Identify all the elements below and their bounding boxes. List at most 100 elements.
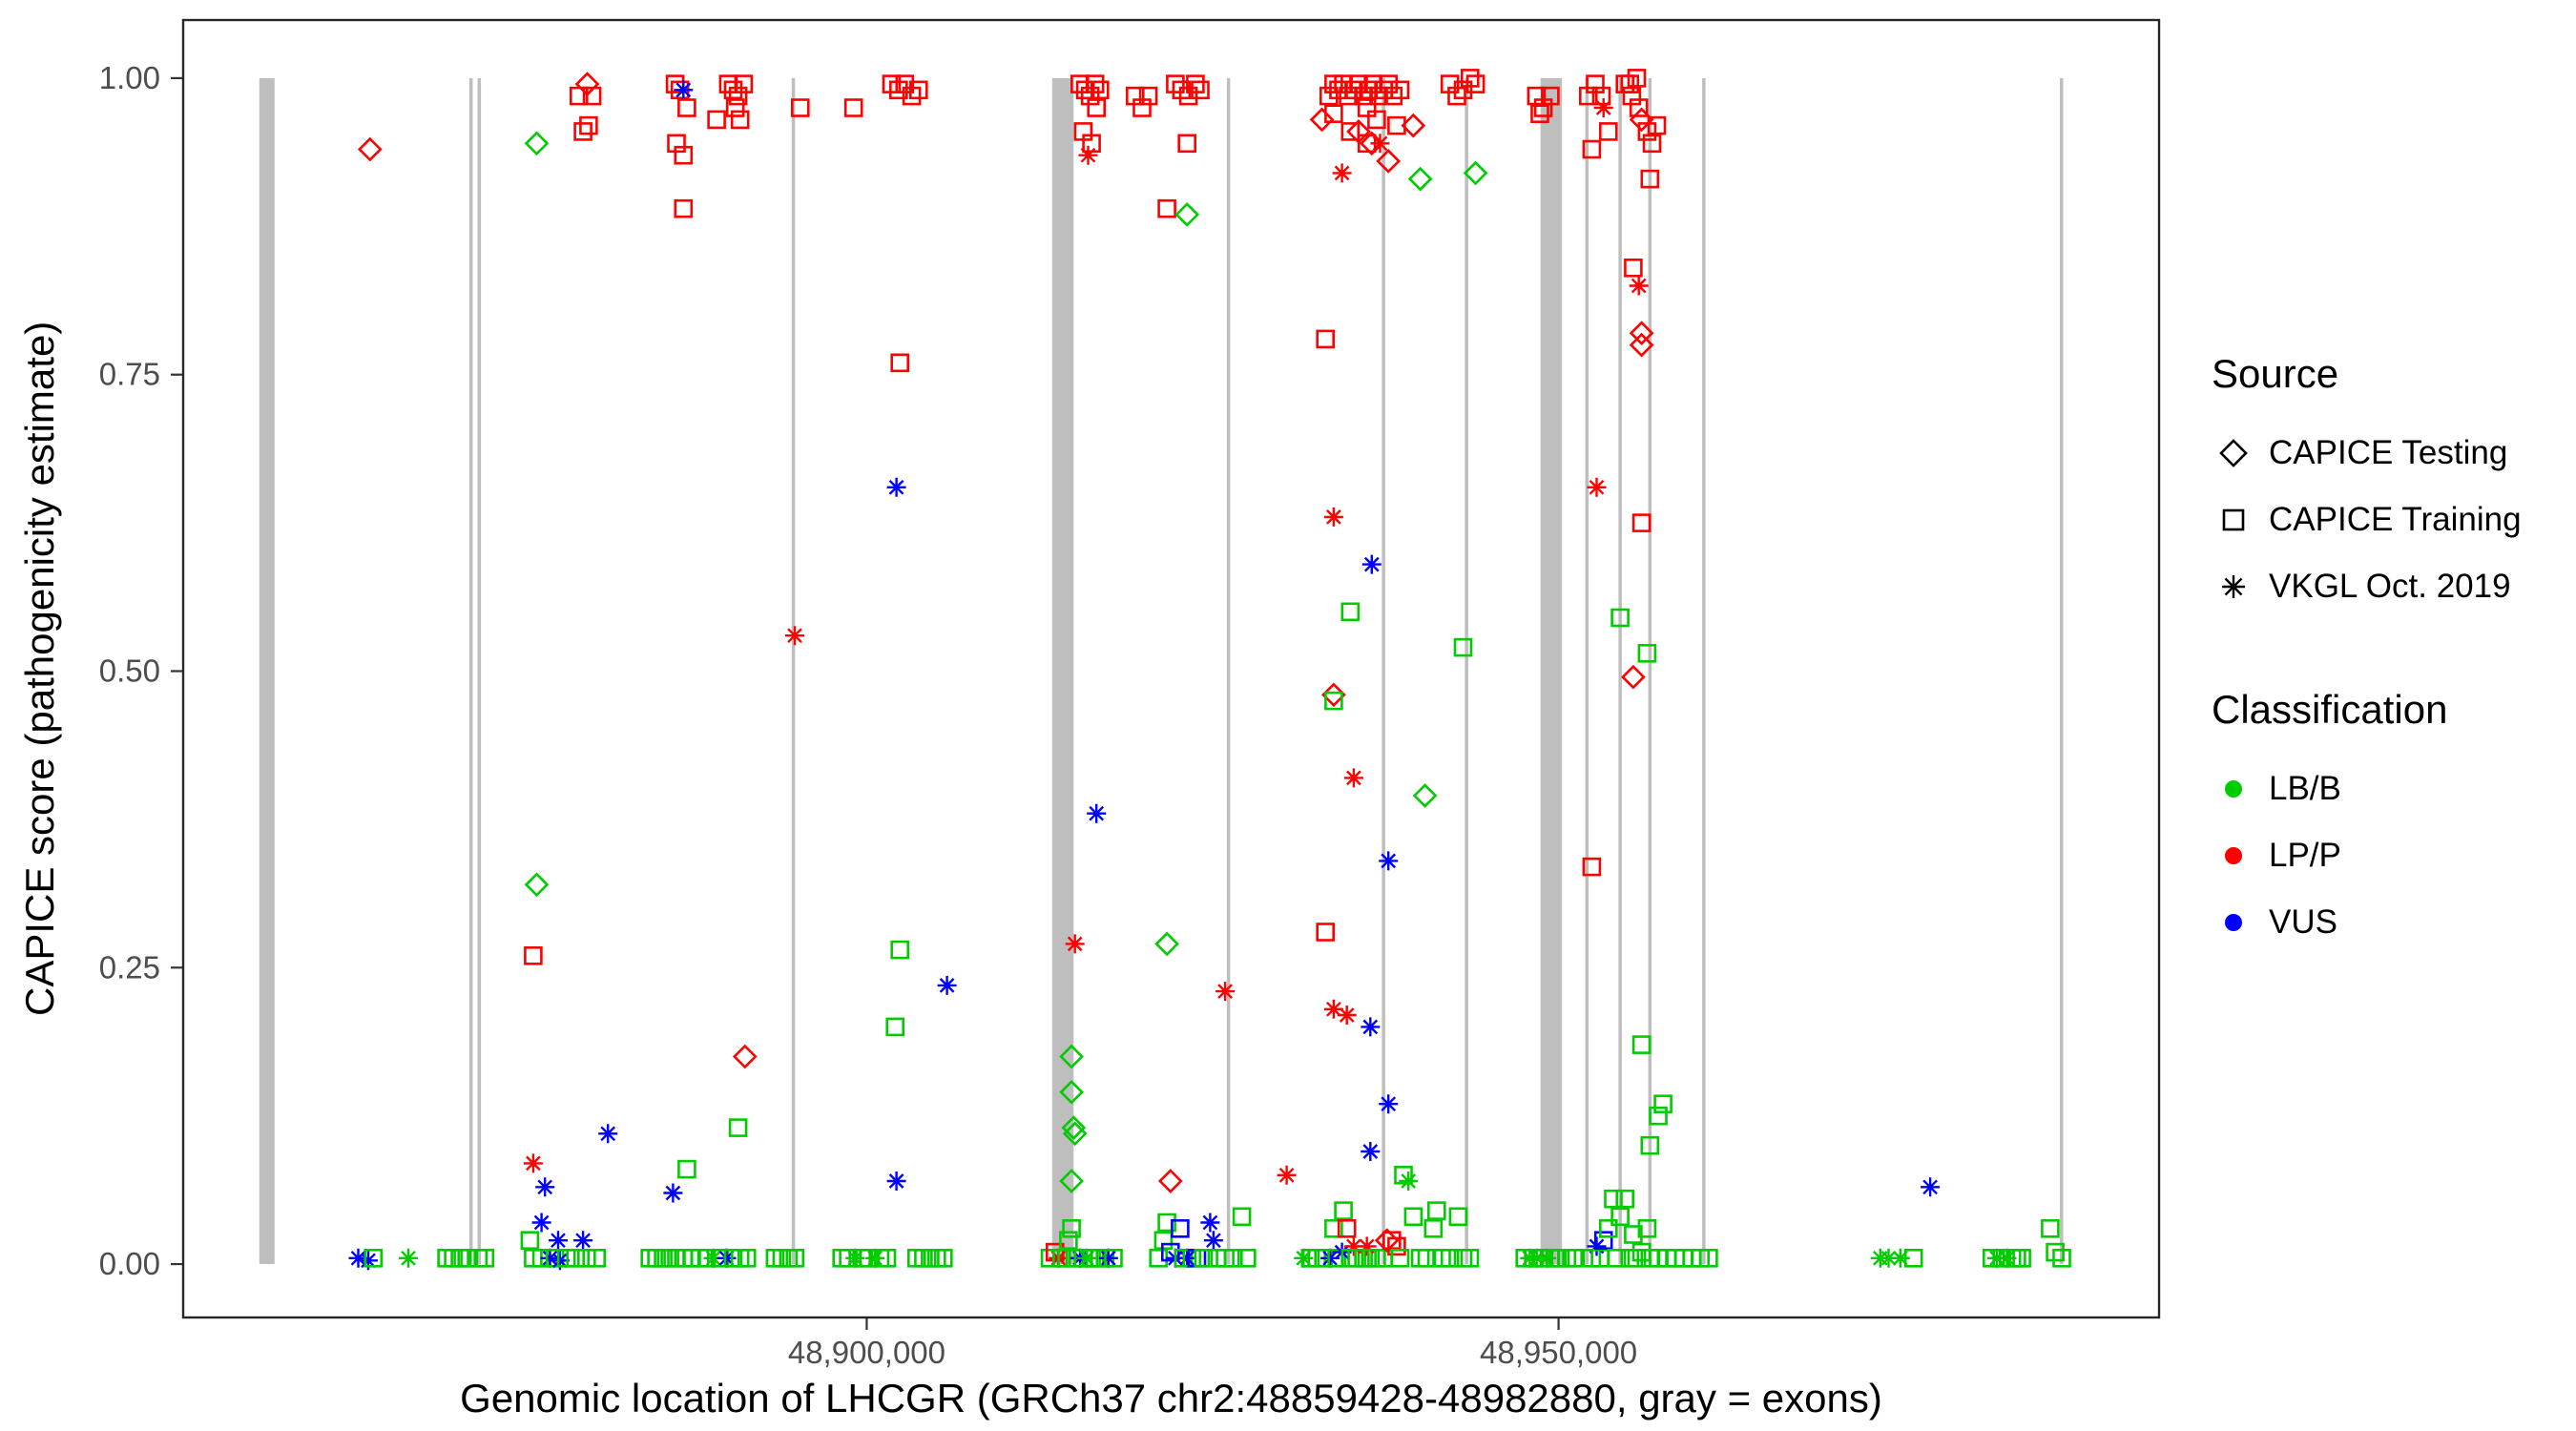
data-point	[1078, 145, 1098, 165]
data-point	[1541, 86, 1560, 106]
data-point	[1149, 1249, 1168, 1268]
x-axis-title: Genomic location of LHCGR (GRCh37 chr2:4…	[460, 1376, 1882, 1421]
data-point	[1607, 1249, 1627, 1268]
data-point	[1387, 115, 1406, 135]
data-point	[1587, 1236, 1607, 1256]
data-point	[1903, 1249, 1923, 1268]
exon-bar	[1381, 77, 1385, 1264]
data-point	[1237, 1249, 1257, 1268]
data-point	[457, 1249, 477, 1268]
data-point	[1344, 80, 1363, 100]
data-point	[531, 1213, 551, 1233]
data-point	[1157, 1169, 1183, 1193]
legend: Source CAPICE Testing CAPICE Training VK…	[2212, 351, 2572, 967]
data-point	[728, 86, 748, 106]
data-point	[1059, 1044, 1084, 1069]
data-point	[1343, 1236, 1363, 1256]
data-point	[1599, 1219, 1618, 1238]
data-point	[723, 80, 743, 100]
data-point	[520, 1231, 540, 1250]
data-point	[1172, 80, 1192, 100]
exon-bar	[1226, 77, 1231, 1264]
data-point	[1879, 1248, 1899, 1268]
data-point	[1138, 86, 1158, 106]
data-point	[1383, 86, 1403, 106]
data-point	[2046, 1242, 2065, 1262]
data-point	[1062, 1121, 1088, 1147]
data-point	[1453, 637, 1473, 657]
legend-item-label: CAPICE Testing	[2269, 434, 2508, 471]
data-point	[1329, 80, 1348, 100]
data-point	[1527, 1248, 1547, 1268]
data-point	[1177, 134, 1196, 154]
data-point	[1448, 1207, 1468, 1227]
data-point	[348, 1248, 368, 1268]
data-point	[890, 940, 910, 960]
data-point	[1126, 86, 1145, 106]
data-point	[1615, 1189, 1634, 1209]
legend-item-label: VKGL Oct. 2019	[2269, 568, 2511, 605]
data-point	[1091, 80, 1110, 100]
data-point	[1174, 202, 1200, 227]
data-point	[1203, 1231, 1223, 1251]
data-point	[475, 1249, 495, 1268]
data-point	[1423, 1219, 1444, 1238]
data-point	[1382, 1231, 1402, 1250]
data-point	[1582, 857, 1602, 877]
data-point	[1390, 80, 1410, 100]
data-point	[1410, 1249, 1430, 1268]
data-point	[1337, 1006, 1357, 1025]
data-point	[843, 98, 863, 117]
data-point	[359, 1251, 378, 1271]
data-point	[582, 86, 602, 106]
data-point	[1460, 1249, 1480, 1268]
data-point	[1387, 1236, 1406, 1256]
data-point	[1132, 98, 1152, 117]
data-point	[1447, 86, 1466, 106]
legend-item-label: CAPICE Training	[2269, 501, 2522, 538]
data-point	[579, 115, 598, 135]
data-point	[1379, 851, 1399, 871]
data-point	[1191, 80, 1210, 100]
data-point	[1624, 258, 1643, 278]
data-point	[399, 1248, 418, 1268]
data-point	[1357, 98, 1377, 117]
data-point	[1357, 1236, 1377, 1256]
data-point	[677, 98, 696, 117]
data-point	[908, 80, 928, 100]
exon-bar	[1702, 77, 1706, 1264]
data-point	[1323, 999, 1343, 1019]
data-point	[1440, 1249, 1460, 1268]
data-point	[573, 122, 592, 141]
y-axis-title: CAPICE score (pathogenicity estimate)	[17, 321, 62, 1017]
data-point	[1921, 1177, 1941, 1197]
vus-color-dot-icon	[2212, 901, 2255, 944]
data-point	[1215, 982, 1236, 1002]
data-point	[1334, 1201, 1353, 1220]
data-point	[1327, 1249, 1346, 1268]
data-point	[728, 1118, 748, 1137]
data-point	[732, 1044, 758, 1069]
data-point	[1610, 1207, 1630, 1227]
data-point	[1527, 86, 1547, 106]
data-point	[357, 136, 383, 162]
data-point	[1640, 1135, 1660, 1155]
data-point	[1417, 1249, 1437, 1268]
data-point	[1629, 332, 1654, 358]
data-point	[677, 1159, 696, 1179]
data-point	[674, 198, 694, 218]
data-point	[1309, 107, 1335, 133]
exon-bar	[791, 77, 796, 1264]
data-point	[1370, 134, 1390, 154]
data-point	[890, 353, 910, 373]
x-tick-label: 48,950,000	[1480, 1335, 1637, 1370]
data-point	[1361, 1142, 1381, 1161]
exon-layer	[259, 77, 2064, 1264]
y-tick-label: 1.00	[99, 60, 160, 95]
data-point	[535, 1177, 555, 1197]
data-point	[1379, 74, 1398, 93]
data-point	[1369, 86, 1388, 106]
data-point	[1465, 74, 1485, 93]
data-point	[1620, 74, 1640, 93]
data-point	[1394, 1166, 1413, 1185]
